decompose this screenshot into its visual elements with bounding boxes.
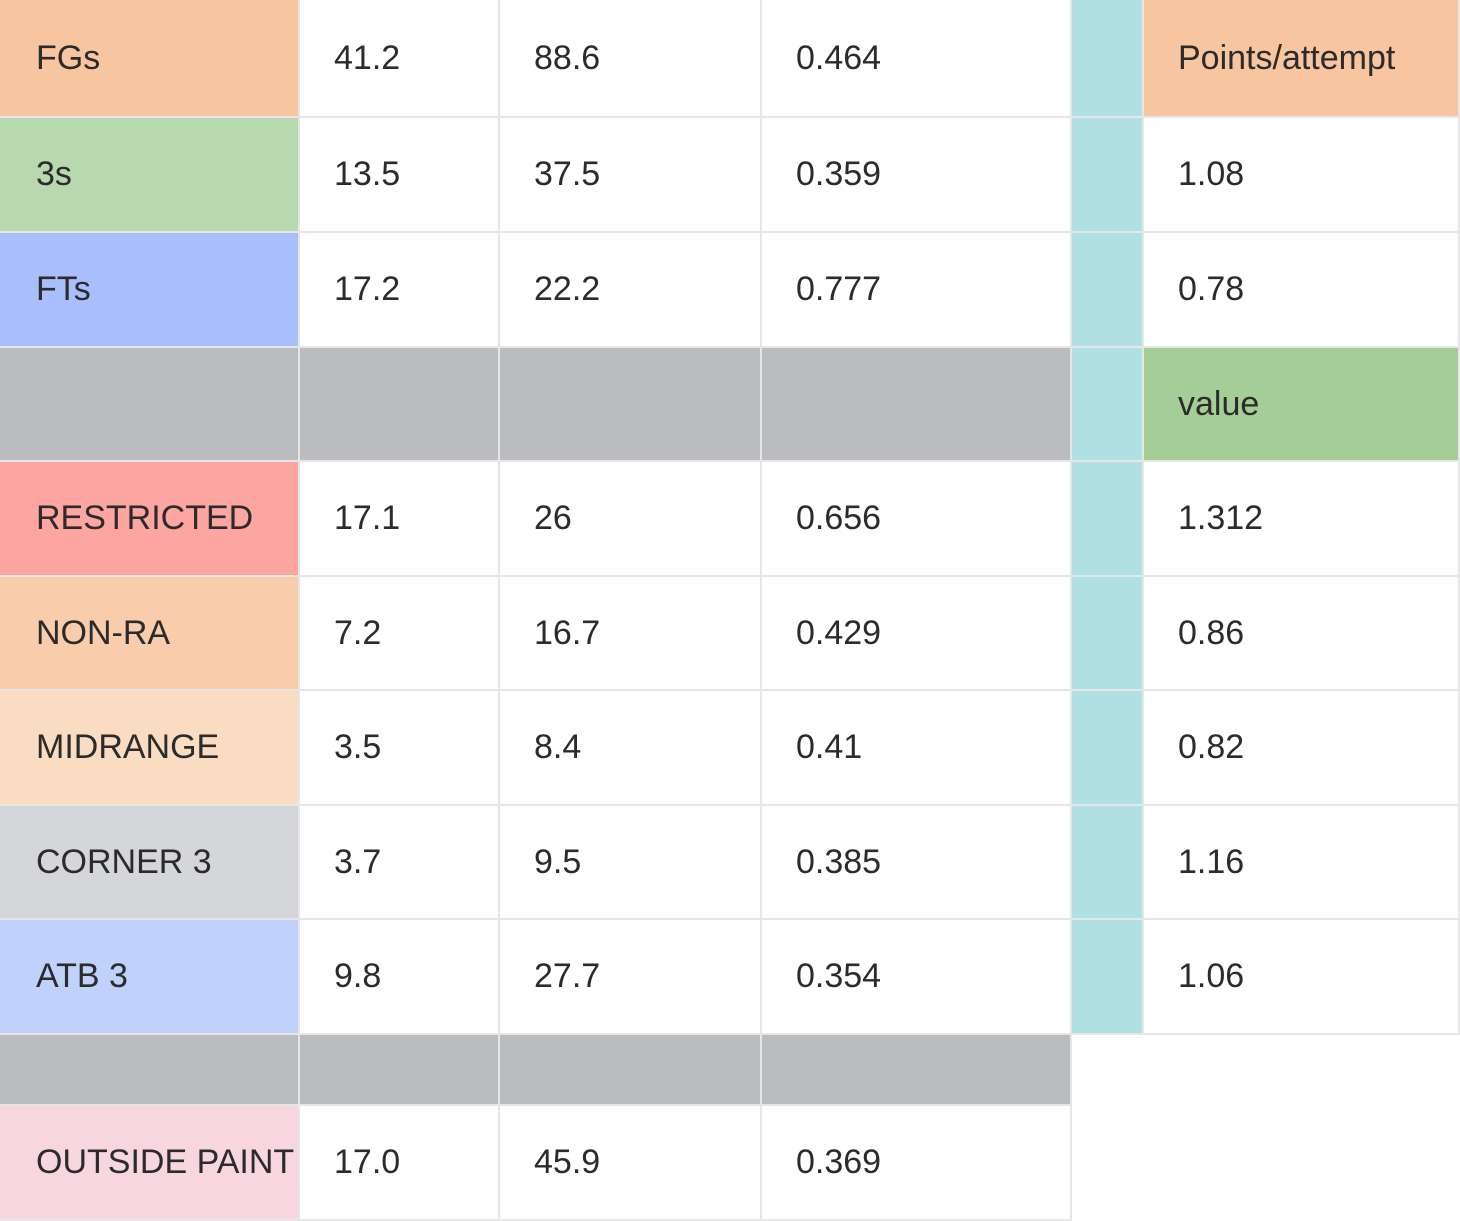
- attempts-cell[interactable]: 45.9: [500, 1106, 762, 1221]
- side-cell[interactable]: 0.78: [1144, 233, 1460, 348]
- percentage-cell[interactable]: 0.656: [762, 462, 1072, 577]
- spacer-cell[interactable]: [1072, 577, 1144, 691]
- separator-cell[interactable]: [500, 348, 762, 462]
- separator-cell[interactable]: [500, 1035, 762, 1106]
- separator-cell[interactable]: [762, 1035, 1072, 1106]
- row-label-cell[interactable]: FGs: [0, 0, 300, 118]
- spacer-cell[interactable]: [1072, 348, 1144, 462]
- row-label-cell[interactable]: ATB 3: [0, 920, 300, 1035]
- row-label-cell[interactable]: 3s: [0, 118, 300, 233]
- side-cell[interactable]: 1.16: [1144, 806, 1460, 920]
- row-label-cell[interactable]: CORNER 3: [0, 806, 300, 920]
- side-cell[interactable]: value: [1144, 348, 1460, 462]
- percentage-cell[interactable]: 0.354: [762, 920, 1072, 1035]
- side-cell[interactable]: 1.06: [1144, 920, 1460, 1035]
- side-cell[interactable]: 1.08: [1144, 118, 1460, 233]
- side-cell[interactable]: 0.86: [1144, 577, 1460, 691]
- side-cell[interactable]: Points/attempt: [1144, 0, 1460, 118]
- row-label-cell[interactable]: MIDRANGE: [0, 691, 300, 806]
- percentage-cell[interactable]: 0.369: [762, 1106, 1072, 1221]
- spacer-cell[interactable]: [1072, 920, 1144, 1035]
- side-cell[interactable]: 0.82: [1144, 691, 1460, 806]
- attempts-cell[interactable]: 26: [500, 462, 762, 577]
- attempts-cell[interactable]: 37.5: [500, 118, 762, 233]
- spacer-cell[interactable]: [1072, 118, 1144, 233]
- made-cell[interactable]: 17.0: [300, 1106, 500, 1221]
- separator-cell[interactable]: [762, 348, 1072, 462]
- percentage-cell[interactable]: 0.777: [762, 233, 1072, 348]
- attempts-cell[interactable]: 27.7: [500, 920, 762, 1035]
- percentage-cell[interactable]: 0.359: [762, 118, 1072, 233]
- attempts-cell[interactable]: 8.4: [500, 691, 762, 806]
- spacer-cell[interactable]: [1072, 691, 1144, 806]
- row-label-cell[interactable]: OUTSIDE PAINT: [0, 1106, 300, 1221]
- attempts-cell[interactable]: 9.5: [500, 806, 762, 920]
- row-label-cell[interactable]: NON-RA: [0, 577, 300, 691]
- made-cell[interactable]: 3.7: [300, 806, 500, 920]
- percentage-cell[interactable]: 0.429: [762, 577, 1072, 691]
- percentage-cell[interactable]: 0.464: [762, 0, 1072, 118]
- spacer-cell[interactable]: [1072, 0, 1144, 118]
- percentage-cell[interactable]: 0.41: [762, 691, 1072, 806]
- made-cell[interactable]: 13.5: [300, 118, 500, 233]
- made-cell[interactable]: 17.1: [300, 462, 500, 577]
- spacer-cell[interactable]: [1072, 806, 1144, 920]
- separator-cell[interactable]: [0, 348, 300, 462]
- row-label-cell[interactable]: RESTRICTED: [0, 462, 300, 577]
- row-label-cell[interactable]: FTs: [0, 233, 300, 348]
- made-cell[interactable]: 17.2: [300, 233, 500, 348]
- made-cell[interactable]: 41.2: [300, 0, 500, 118]
- attempts-cell[interactable]: 22.2: [500, 233, 762, 348]
- percentage-cell[interactable]: 0.385: [762, 806, 1072, 920]
- attempts-cell[interactable]: 88.6: [500, 0, 762, 118]
- spacer-cell[interactable]: [1072, 462, 1144, 577]
- made-cell[interactable]: 7.2: [300, 577, 500, 691]
- side-cell[interactable]: 1.312: [1144, 462, 1460, 577]
- made-cell[interactable]: 3.5: [300, 691, 500, 806]
- separator-cell[interactable]: [0, 1035, 300, 1106]
- separator-cell[interactable]: [300, 348, 500, 462]
- attempts-cell[interactable]: 16.7: [500, 577, 762, 691]
- spacer-cell[interactable]: [1072, 233, 1144, 348]
- made-cell[interactable]: 9.8: [300, 920, 500, 1035]
- separator-cell[interactable]: [300, 1035, 500, 1106]
